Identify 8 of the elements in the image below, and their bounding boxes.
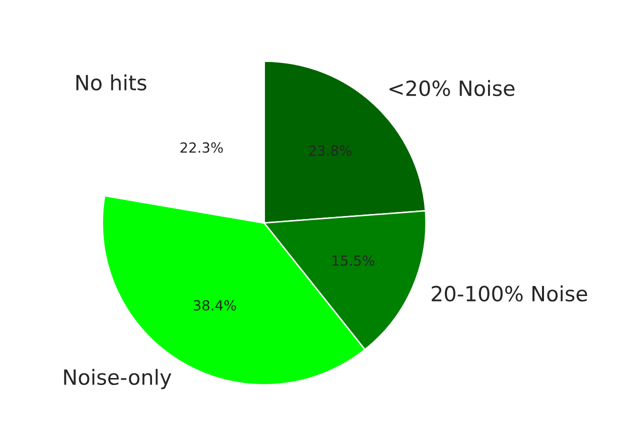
slice-label: No hits	[76, 74, 146, 90]
data-label: 15.5%	[332, 255, 374, 266]
slice-label: <20% Noise	[390, 80, 514, 96]
slice-label: 20-100% Noise	[432, 285, 588, 302]
data-label: 23.8%	[309, 145, 352, 156]
slice-label: Noise-only	[64, 368, 172, 390]
data-label: 38.4%	[194, 300, 236, 311]
data-label: 22.3%	[180, 142, 223, 153]
